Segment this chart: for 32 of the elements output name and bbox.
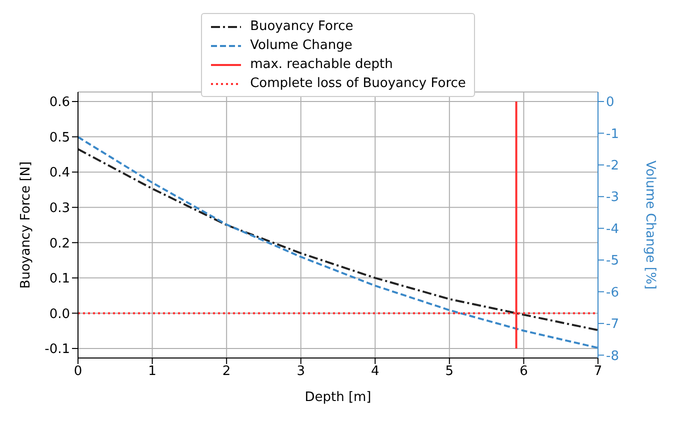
y2-tick-label: 0 (606, 95, 614, 110)
x-tick-label: 3 (296, 364, 305, 380)
x-tick-label: 1 (148, 364, 156, 380)
x-axis-title: Depth [m] (304, 390, 372, 405)
y2-tick-label: -5 (606, 254, 619, 269)
y-tick-label: 0.6 (49, 95, 70, 110)
y2-tick-label: -8 (606, 348, 619, 364)
y-axis-title: Buoyancy Force [N] (18, 161, 34, 289)
legend-label: max. reachable depth (250, 56, 393, 74)
y2-axis-title: Volume Change [%] (642, 160, 658, 290)
y2-tick-label: -1 (606, 126, 619, 142)
x-tick-label: 0 (74, 364, 82, 380)
y-tick-label: 0.3 (49, 200, 70, 216)
legend-label: Volume Change (250, 37, 352, 55)
legend-label: Complete loss of Buoyancy Force (250, 75, 466, 93)
y-tick-label: 0.5 (49, 130, 70, 146)
y2-tick-label: -6 (606, 285, 619, 300)
x-tick-label: 5 (445, 364, 454, 380)
y2-tick-label: -3 (606, 190, 619, 206)
x-tick-label: 4 (371, 364, 380, 380)
y-tick-label: 0.2 (49, 236, 70, 252)
x-tick-label: 2 (222, 364, 231, 380)
x-tick-label: 6 (520, 364, 528, 380)
y-tick-label: 0.4 (49, 166, 70, 181)
legend-label: Buoyancy Force (250, 18, 354, 36)
x-tick-label: 7 (594, 364, 602, 380)
y-tick-label: 0.0 (49, 306, 70, 322)
y-tick-label: 0.1 (49, 272, 70, 287)
y2-tick-label: -7 (606, 317, 619, 332)
y-tick-label: -0.1 (44, 342, 70, 358)
y2-tick-label: -2 (606, 158, 619, 174)
y2-tick-label: -4 (606, 222, 619, 237)
